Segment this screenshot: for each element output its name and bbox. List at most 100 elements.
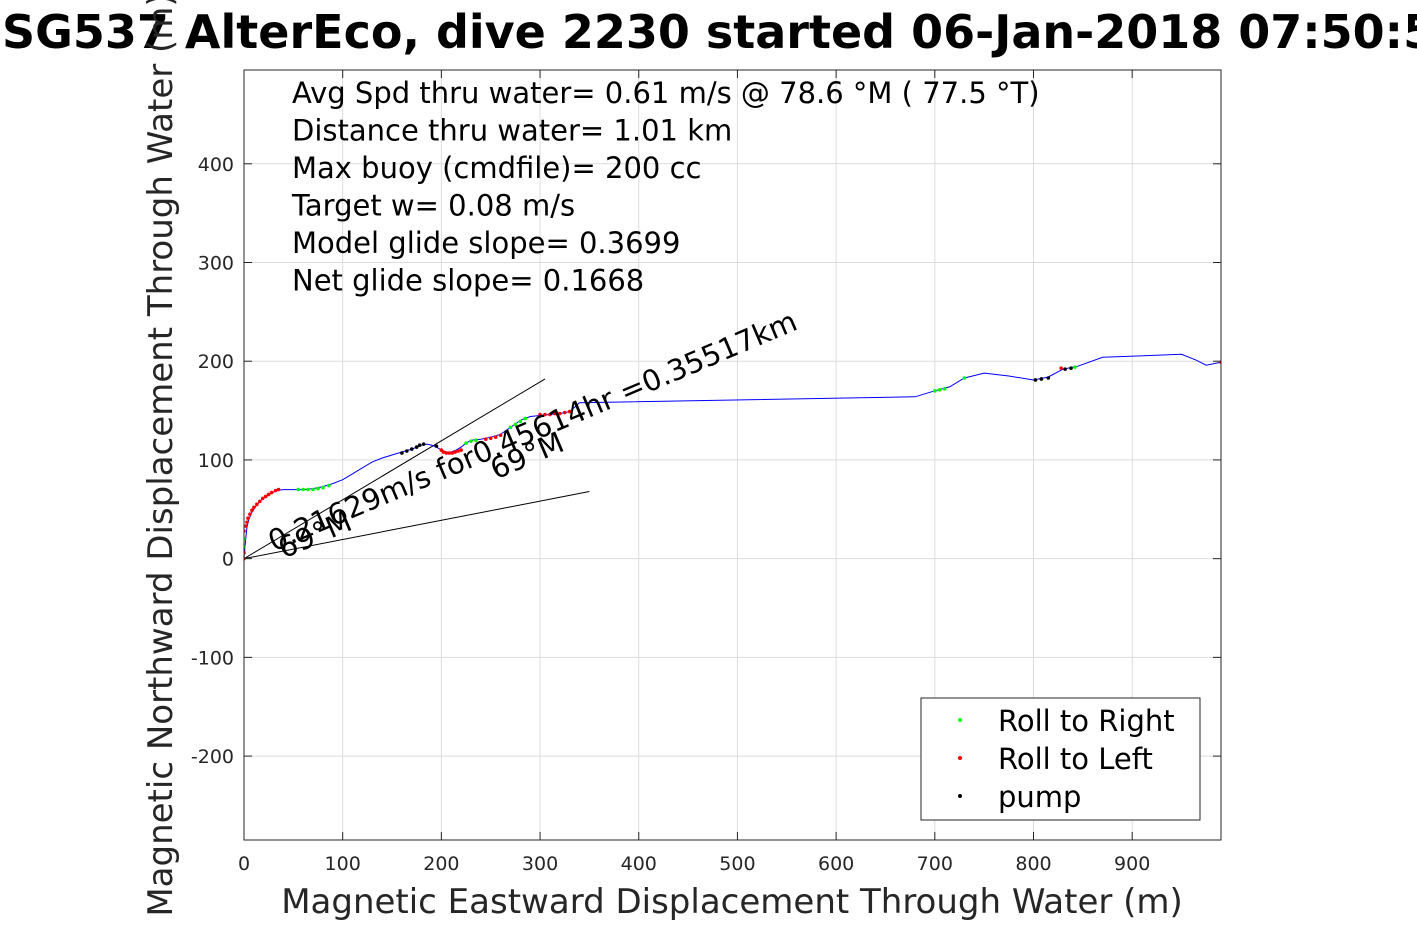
pump-point: [400, 451, 404, 455]
roll-to-right-point: [513, 422, 518, 427]
legend-box: [920, 697, 1201, 821]
roll-to-left-point: [244, 524, 248, 528]
pump-point: [409, 447, 414, 451]
info-line: Distance thru water= 1.01 km: [292, 114, 732, 148]
roll-to-left-point: [538, 412, 542, 417]
legend-marker: [958, 756, 962, 760]
roll-to-left-point: [273, 488, 278, 493]
pump-point: [1063, 367, 1067, 371]
x-tick-label: 200: [423, 853, 459, 875]
roll-to-left-point: [246, 516, 250, 520]
roll-to-right-point: [306, 487, 310, 492]
pump-point: [1069, 366, 1073, 370]
roll-to-right-point: [937, 388, 942, 392]
roll-to-left-point: [562, 410, 567, 415]
roll-to-right-point: [942, 387, 947, 391]
roll-to-right-point: [321, 485, 325, 490]
reference-line: [244, 491, 590, 560]
x-tick-label: 600: [818, 853, 854, 875]
legend-label: pump: [998, 780, 1081, 814]
x-axis-label: Magnetic Eastward Displacement Through W…: [281, 882, 1183, 922]
y-tick-label: -200: [191, 746, 234, 768]
pump-point: [421, 442, 426, 446]
roll-to-left-point: [447, 451, 452, 455]
roll-to-left-point: [543, 412, 547, 417]
roll-to-right-point: [296, 487, 301, 492]
track-markers: [244, 360, 1221, 561]
roll-to-left-point: [459, 448, 463, 452]
roll-to-left-point: [567, 409, 572, 414]
reference-lines: [244, 378, 590, 560]
roll-to-left-point: [1059, 366, 1063, 370]
x-tick-label: 300: [522, 853, 558, 875]
legend-marker: [958, 794, 962, 798]
y-tick-label: 100: [198, 450, 234, 472]
roll-to-left-point: [453, 450, 457, 454]
roll-to-right-point: [508, 425, 513, 430]
roll-to-right-point: [962, 376, 967, 380]
pump-point: [414, 445, 419, 449]
pump-point: [1039, 377, 1044, 381]
roll-to-left-point: [245, 520, 249, 524]
roll-to-right-point: [469, 439, 473, 443]
roll-to-left-point: [488, 436, 493, 441]
roll-to-left-point: [263, 494, 268, 499]
roll-to-left-point: [276, 487, 281, 492]
x-tick-label: 900: [1114, 853, 1150, 875]
x-tick-label: 0: [238, 853, 250, 875]
roll-to-right-point: [311, 487, 315, 492]
x-tick-label: 100: [325, 853, 361, 875]
info-text-block: Avg Spd thru water= 0.61 m/s @ 78.6 °M (…: [291, 76, 1040, 298]
legend-label: Roll to Left: [998, 742, 1153, 776]
roll-to-left-point: [493, 435, 498, 440]
x-tick-label: 400: [621, 853, 657, 875]
plot-frame: [243, 69, 1222, 841]
y-tick-label: 300: [198, 253, 234, 275]
y-tick-label: 400: [198, 154, 234, 176]
roll-to-left-point: [483, 437, 488, 442]
info-line: Max buoy (cmdfile)= 200 cc: [292, 151, 701, 185]
y-tick-label: 200: [198, 351, 234, 373]
roll-to-right-point: [1073, 365, 1077, 369]
roll-to-left-point: [250, 508, 254, 513]
roll-to-right-point: [523, 416, 528, 421]
roll-to-left-point: [441, 450, 446, 454]
x-tick-label: 800: [1015, 853, 1051, 875]
x-tick-label: 500: [719, 853, 755, 875]
roll-to-left-point: [450, 451, 455, 455]
legend: Roll to Right Roll to Left pump: [920, 697, 1201, 821]
legend-marker: [958, 718, 962, 722]
chart-title: SG537 AlterEco, dive 2230 started 06-Jan…: [2, 5, 1417, 59]
info-line: Model glide slope= 0.3699: [292, 226, 680, 260]
pump-point: [1046, 376, 1051, 380]
roll-to-left-point: [255, 502, 259, 507]
roll-to-right-point: [464, 441, 468, 445]
info-line: Net glide slope= 0.1668: [292, 264, 644, 298]
reference-line: [244, 378, 546, 560]
info-line: Target w= 0.08 m/s: [291, 189, 575, 223]
pump-point: [417, 443, 422, 447]
roll-to-left-point: [557, 411, 562, 416]
roll-to-right-point: [327, 483, 331, 488]
roll-to-left-point: [444, 451, 449, 455]
x-tick-label: 700: [917, 853, 953, 875]
roll-to-left-point: [553, 411, 557, 416]
roll-to-left-point: [498, 433, 503, 438]
pump-point: [1033, 378, 1038, 382]
roll-to-left-point: [269, 490, 274, 495]
pump-point: [434, 444, 439, 448]
y-axis-label: Magnetic Northward Displacement Through …: [141, 0, 181, 917]
legend-label: Roll to Right: [998, 704, 1175, 738]
roll-to-left-point: [257, 499, 262, 504]
roll-to-left-point: [266, 492, 271, 497]
roll-to-right-point: [301, 487, 306, 492]
roll-to-right-point: [316, 486, 320, 491]
roll-to-right-point: [933, 389, 937, 393]
pump-point: [405, 449, 409, 453]
y-tick-label: 0: [222, 549, 234, 571]
roll-to-right-point: [474, 438, 478, 442]
axis-ticks: 0 100 200 300 400 500 600 700 800 900 -200 -100 0 100…: [191, 70, 1221, 875]
roll-to-left-point: [252, 505, 256, 510]
info-line: Avg Spd thru water= 0.61 m/s @ 78.6 °M (…: [292, 76, 1040, 110]
